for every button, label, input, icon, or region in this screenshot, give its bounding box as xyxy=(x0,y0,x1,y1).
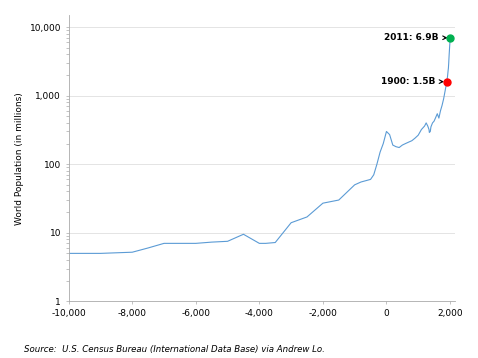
Text: 1900: 1.5B: 1900: 1.5B xyxy=(381,77,443,86)
Y-axis label: World Population (in millions): World Population (in millions) xyxy=(15,92,24,224)
Text: 2011: 6.9B: 2011: 6.9B xyxy=(384,33,446,42)
Text: Source:  U.S. Census Bureau (International Data Base) via Andrew Lo.: Source: U.S. Census Bureau (Internationa… xyxy=(24,345,325,354)
